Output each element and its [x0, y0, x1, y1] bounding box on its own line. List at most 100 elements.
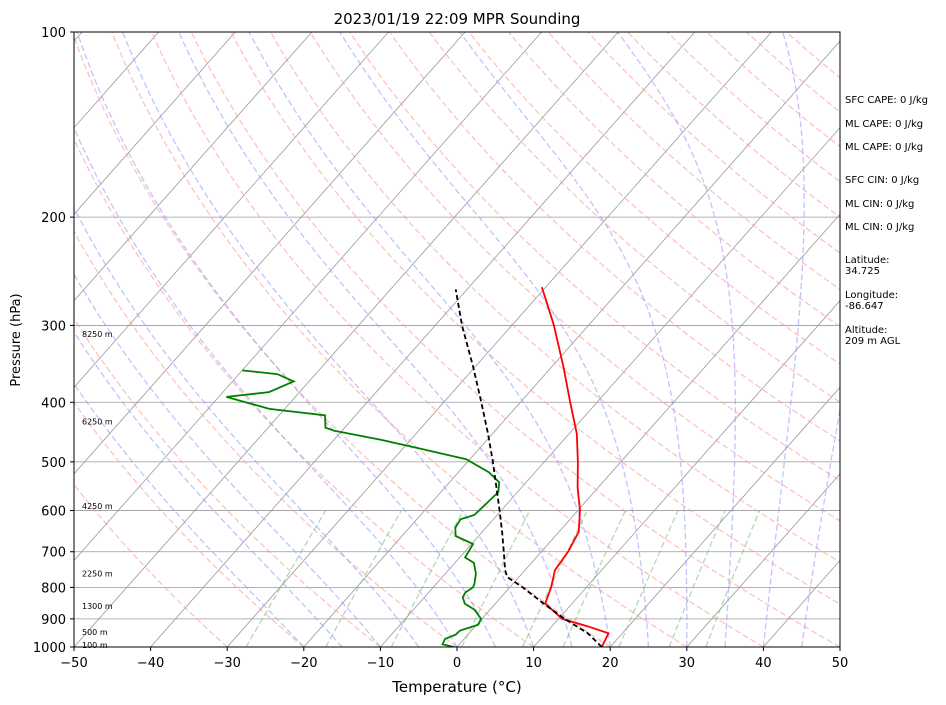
moist-adiabat-line [339, 32, 650, 647]
isotherm-line [686, 473, 840, 647]
mixing-ratio-line [325, 510, 402, 647]
mixing-ratio-line [705, 510, 761, 647]
mixing-ratio-line [618, 510, 679, 647]
y-tick-label: 700 [41, 546, 66, 561]
height-label: 500 m [82, 628, 108, 637]
altitude-value: 209 m AGL [845, 336, 901, 347]
moist-adiabat-line [74, 126, 458, 647]
isotherm-line [74, 32, 313, 302]
x-tick-label: −10 [367, 656, 394, 671]
x-tick-label: −20 [290, 656, 317, 671]
x-tick-label: −30 [213, 656, 240, 671]
dry-adiabat-line [74, 35, 611, 647]
x-tick-label: −40 [137, 656, 164, 671]
isotherm-line [74, 32, 389, 388]
dry-adiabat-line [468, 32, 840, 365]
isotherm-line [380, 127, 840, 647]
y-tick-label: 300 [41, 319, 66, 334]
moist-adiabat-line [74, 330, 343, 647]
y-tick-label: 400 [41, 396, 66, 411]
latitude-value: 34.725 [845, 266, 880, 277]
altitude-label: Altitude: [845, 325, 888, 336]
isotherm-line [150, 32, 696, 647]
y-tick-label: 800 [41, 581, 66, 596]
mixing-ratio-line [521, 510, 588, 647]
ml-cin-text-2: ML CIN: 0 J/kg [845, 222, 915, 233]
moist-adiabat-line [178, 32, 573, 647]
moist-adiabat-line [762, 32, 805, 647]
parcel-line [454, 289, 603, 647]
latitude-label: Latitude: [845, 255, 890, 266]
isotherm-line [226, 32, 772, 647]
plot-frame [73, 31, 841, 648]
mixing-ratio-line [245, 510, 327, 647]
moist-adiabat-line [76, 32, 496, 647]
height-label: 2250 m [82, 570, 113, 579]
moist-adiabat-line [74, 206, 420, 647]
mixing-ratio-line [390, 510, 464, 647]
x-tick-label: −50 [60, 656, 87, 671]
mixing-ratio-line [668, 510, 726, 647]
y-axis-label: Pressure (hPa) [9, 293, 24, 386]
height-label: 4250 m [82, 502, 113, 511]
ml-cape-text-2: ML CAPE: 0 J/kg [845, 142, 924, 153]
dry-adiabat-line [190, 32, 840, 647]
dry-adiabat-line [74, 137, 534, 647]
height-label: 1300 m [82, 602, 113, 611]
dry-adiabat-line [508, 32, 840, 328]
temperature-line [540, 286, 610, 647]
dry-adiabat-line [74, 230, 458, 647]
dry-adiabat-line [150, 32, 764, 647]
y-tick-label: 200 [41, 211, 66, 226]
dry-adiabat-line [74, 483, 228, 647]
moist-adiabat-line [122, 32, 535, 647]
height-label: 100 m [82, 641, 108, 650]
x-tick-label: 30 [679, 656, 696, 671]
moist-adiabat-line [74, 273, 381, 647]
isotherm-line [0, 32, 5, 647]
dewpoint-line [226, 369, 501, 647]
dry-adiabat-line [388, 32, 840, 442]
y-tick-label: 100 [41, 26, 66, 41]
y-tick-label: 900 [41, 613, 66, 628]
chart-title: 2023/01/19 22:09 MPR Sounding [334, 10, 581, 28]
mixing-ratio-line [562, 510, 626, 647]
sfc-cin-text: SFC CIN: 0 J/kg [845, 175, 920, 186]
ml-cape-text: ML CAPE: 0 J/kg [845, 119, 924, 130]
height-label: 6250 m [82, 418, 113, 427]
height-label: 8250 m [82, 330, 113, 339]
longitude-value: -86.647 [845, 301, 884, 312]
sfc-cape-text: SFC CAPE: 0 J/kg [845, 95, 928, 106]
dry-adiabat-line [74, 401, 305, 647]
dry-adiabat-line [111, 32, 688, 647]
ml-cin-text: ML CIN: 0 J/kg [845, 199, 915, 210]
isotherm-line [74, 32, 466, 475]
isotherm-line [74, 32, 619, 647]
isotherm-line [456, 213, 840, 647]
moist-adiabat-line [616, 32, 736, 647]
dry-adiabat-line [428, 32, 840, 403]
dry-adiabat-line [74, 317, 381, 647]
isotherm-line [74, 32, 542, 562]
isotherm-line [74, 32, 236, 215]
dry-adiabat-line [269, 32, 840, 563]
x-axis-label: Temperature (°C) [391, 678, 521, 696]
dry-adiabat-line [230, 32, 840, 605]
moist-adiabat-line [74, 382, 305, 647]
longitude-label: Longitude: [845, 290, 899, 301]
x-tick-label: 0 [453, 656, 461, 671]
dry-adiabat-line [309, 32, 840, 522]
isotherm-line [303, 40, 840, 647]
y-tick-label: 500 [41, 456, 66, 471]
y-tick-label: 1000 [33, 641, 66, 656]
isotherm-line [609, 386, 840, 647]
isotherm-line [533, 300, 840, 647]
x-tick-label: 40 [755, 656, 772, 671]
mixing-ratio-line [461, 510, 531, 647]
x-tick-label: 20 [602, 656, 619, 671]
x-tick-label: 10 [525, 656, 542, 671]
x-tick-label: 50 [832, 656, 849, 671]
y-tick-label: 600 [41, 505, 66, 520]
moist-adiabat-line [248, 32, 611, 647]
